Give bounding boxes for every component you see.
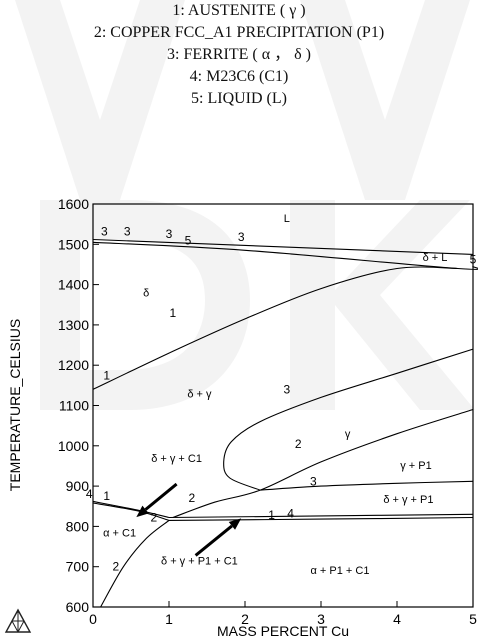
y-tick-label: 1200	[58, 357, 89, 373]
arrow-head	[228, 518, 242, 530]
y-tick-label: 1000	[58, 438, 89, 454]
phase-boundary-curve	[92, 266, 458, 390]
y-tick-label: 800	[66, 518, 90, 534]
region-label: δ + γ + C1	[151, 453, 202, 465]
boundary-label: 3	[310, 474, 317, 488]
x-tick-label: 2	[241, 611, 249, 627]
x-tick-label: 0	[89, 611, 97, 627]
boundary-label: 1	[169, 306, 176, 320]
boundary-label: 4	[287, 507, 294, 521]
boundary-label: 2	[150, 511, 157, 525]
boundary-label: 5	[470, 253, 477, 267]
arrow-head	[136, 505, 149, 518]
phase-boundary-curve	[172, 408, 474, 519]
boundary-label: 5	[185, 233, 192, 247]
phase-boundary-curve	[92, 502, 170, 521]
boundary-label: 3	[101, 224, 108, 238]
y-tick-label: 600	[66, 599, 90, 615]
boundary-label: 1	[103, 368, 110, 382]
phase-boundary-curve	[100, 519, 170, 608]
phase-boundary-curve	[168, 516, 474, 521]
legend: 1: AUSTENITE ( γ ) 2: COPPER FCC_A1 PREC…	[0, 0, 478, 110]
x-tick-label: 3	[317, 611, 325, 627]
boundary-label: 3	[124, 224, 131, 238]
y-axis-label: TEMPERATURE_CELSIUS	[7, 319, 23, 491]
y-tick-label: 1400	[58, 277, 89, 293]
arrows	[136, 482, 242, 557]
phase-boundary-curve	[223, 348, 474, 491]
region-label: δ + γ + P1 + C1	[161, 556, 238, 568]
legend-item-copper-fcc: 2: COPPER FCC_A1 PRECIPITATION (P1)	[93, 24, 385, 41]
boundary-label: 3	[283, 382, 290, 396]
phase-boundary-curve	[92, 241, 478, 270]
phase-boundary-curve	[168, 513, 474, 519]
region-label: δ + γ + P1	[383, 494, 433, 506]
legend-item-austenite: 1: AUSTENITE ( γ )	[172, 2, 306, 19]
region-label: δ + γ	[187, 388, 212, 400]
y-tick-label: 1300	[58, 317, 89, 333]
x-tick-label: 1	[165, 611, 173, 627]
thermo-calc-logo-icon	[4, 608, 32, 633]
x-axis-label: MASS PERCENT Cu	[217, 623, 349, 639]
phase-boundary-curve	[92, 500, 170, 519]
boundary-label: 2	[295, 437, 302, 451]
boundary-label: 3	[166, 227, 173, 241]
region-label: δ	[143, 288, 149, 300]
phase-boundaries	[92, 238, 478, 608]
boundary-label: 2	[188, 491, 195, 505]
boundary-label: 2	[112, 560, 119, 574]
arrow-shaft	[194, 524, 233, 557]
boundary-label: 1	[103, 489, 110, 503]
region-label: γ + P1	[400, 460, 432, 472]
phase-boundary-curve	[92, 238, 474, 255]
x-tick-label: 4	[393, 611, 401, 627]
legend-item-m23c6: 4: M23C6 (C1)	[189, 68, 289, 85]
y-tick-label: 1600	[58, 196, 89, 212]
axis-ticks: 0 1 2 3 4 56007008009001000110012001300140015…	[58, 196, 477, 627]
boundary-label: 1	[268, 508, 275, 522]
y-tick-label: 1100	[59, 398, 89, 414]
region-label: γ	[345, 429, 351, 441]
region-label: L	[284, 213, 290, 225]
region-label: α + P1 + C1	[311, 565, 370, 577]
x-tick-label: 5	[469, 611, 477, 627]
legend-item-liquid: 5: LIQUID (L)	[191, 90, 287, 107]
boundary-label: 4	[86, 487, 93, 501]
region-label: α + C1	[103, 527, 136, 539]
boundary-label: 3	[238, 230, 245, 244]
y-tick-label: 700	[66, 559, 90, 575]
region-labels: Lδ δ + L δ + γ γ γ + P1 δ + γ + P1 δ + γ + C1 α…	[103, 213, 447, 577]
arrow-shaft	[144, 482, 178, 511]
legend-item-ferrite: 3: FERRITE ( α ， δ )	[167, 46, 311, 63]
region-label: δ + L	[423, 252, 448, 264]
phase-boundary-curve	[260, 480, 474, 491]
y-tick-label: 1500	[58, 236, 89, 252]
y-tick-label: 900	[66, 478, 90, 494]
plot-frame	[92, 203, 474, 608]
